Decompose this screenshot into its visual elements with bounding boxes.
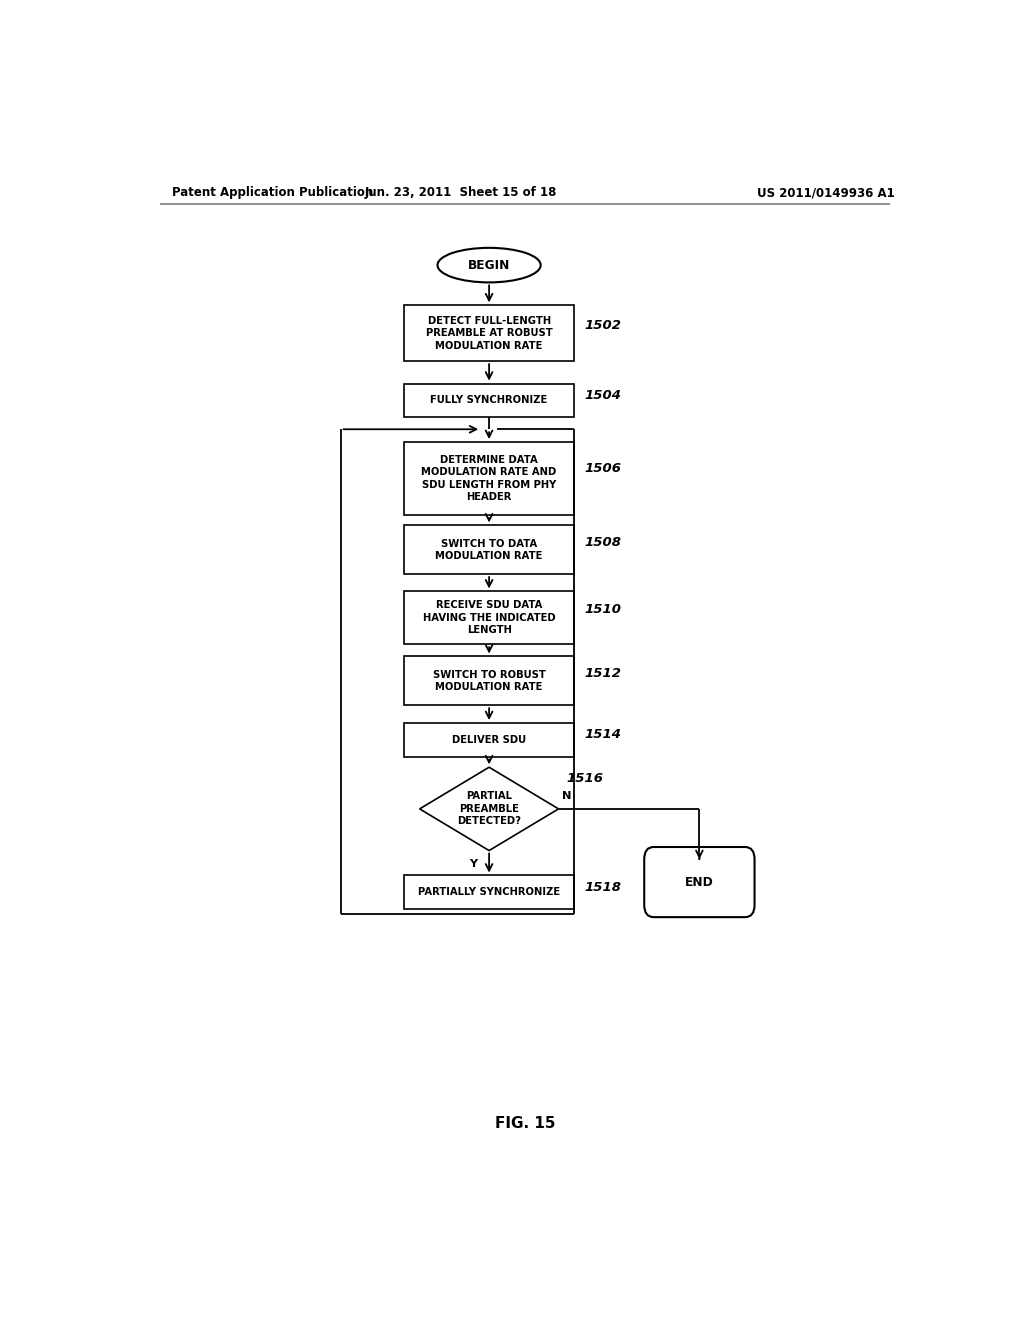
Text: 1518: 1518 <box>584 880 621 894</box>
Text: 1514: 1514 <box>584 729 621 742</box>
Bar <box>403 875 574 909</box>
Text: PARTIALLY SYNCHRONIZE: PARTIALLY SYNCHRONIZE <box>418 887 560 898</box>
Text: 1516: 1516 <box>566 772 603 785</box>
Text: END: END <box>685 875 714 888</box>
Text: 1506: 1506 <box>584 462 621 475</box>
Bar <box>403 384 574 417</box>
Bar <box>403 656 574 705</box>
Bar <box>403 591 574 644</box>
Text: US 2011/0149936 A1: US 2011/0149936 A1 <box>758 186 895 199</box>
Text: DETERMINE DATA
MODULATION RATE AND
SDU LENGTH FROM PHY
HEADER: DETERMINE DATA MODULATION RATE AND SDU L… <box>422 455 557 502</box>
Bar <box>403 723 574 756</box>
Bar <box>403 442 574 515</box>
Text: SWITCH TO ROBUST
MODULATION RATE: SWITCH TO ROBUST MODULATION RATE <box>433 669 546 692</box>
Text: Patent Application Publication: Patent Application Publication <box>172 186 373 199</box>
Text: 1510: 1510 <box>584 603 621 616</box>
Text: 1512: 1512 <box>584 667 621 680</box>
Text: 1504: 1504 <box>584 388 621 401</box>
Text: DELIVER SDU: DELIVER SDU <box>452 735 526 744</box>
Text: RECEIVE SDU DATA
HAVING THE INDICATED
LENGTH: RECEIVE SDU DATA HAVING THE INDICATED LE… <box>423 601 555 635</box>
Text: Y: Y <box>469 859 477 869</box>
Text: FIG. 15: FIG. 15 <box>495 1117 555 1131</box>
Bar <box>403 305 574 362</box>
Text: BEGIN: BEGIN <box>468 259 510 272</box>
Text: SWITCH TO DATA
MODULATION RATE: SWITCH TO DATA MODULATION RATE <box>435 539 543 561</box>
Text: PARTIAL
PREAMBLE
DETECTED?: PARTIAL PREAMBLE DETECTED? <box>457 792 521 826</box>
Text: 1508: 1508 <box>584 536 621 549</box>
Text: DETECT FULL-LENGTH
PREAMBLE AT ROBUST
MODULATION RATE: DETECT FULL-LENGTH PREAMBLE AT ROBUST MO… <box>426 315 553 351</box>
Text: FULLY SYNCHRONIZE: FULLY SYNCHRONIZE <box>430 395 548 405</box>
Text: Jun. 23, 2011  Sheet 15 of 18: Jun. 23, 2011 Sheet 15 of 18 <box>366 186 557 199</box>
Bar <box>403 525 574 574</box>
Text: N: N <box>562 791 572 801</box>
Text: 1502: 1502 <box>584 318 621 331</box>
